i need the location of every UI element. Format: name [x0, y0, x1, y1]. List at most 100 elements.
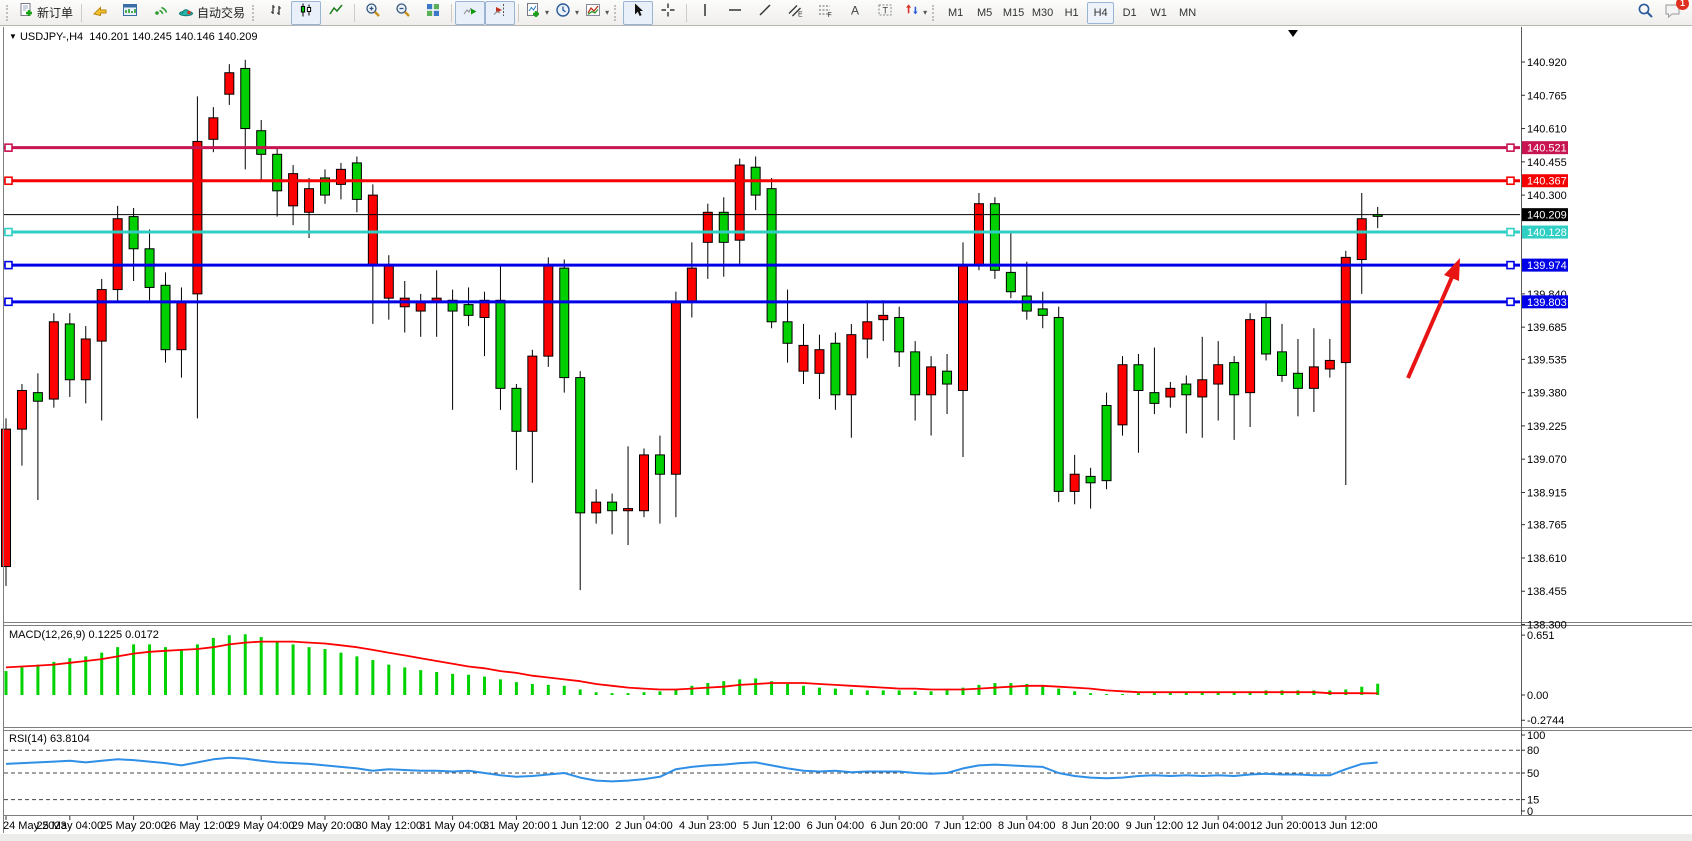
price-axis[interactable]: 140.920 140.765 140.610 140.455 140.300 139.8…: [1521, 57, 1568, 818]
svg-text:140.765: 140.765: [1527, 90, 1567, 102]
svg-text:139.974: 139.974: [1527, 260, 1567, 272]
candle: [1277, 351, 1287, 376]
svg-text:139.803: 139.803: [1527, 297, 1567, 309]
price-badge: [1522, 208, 1568, 222]
channel-button[interactable]: E: [780, 1, 810, 25]
timeframe-m15[interactable]: M15: [1002, 6, 1025, 19]
candle: [878, 314, 889, 321]
chart-shift-icon: [492, 2, 508, 23]
svg-text:138.765: 138.765: [1527, 520, 1567, 532]
arrows-button[interactable]: ▾: [900, 1, 930, 25]
bar-chart-button[interactable]: [261, 1, 291, 25]
candle: [623, 508, 634, 512]
candlestick-chart-button[interactable]: [291, 0, 322, 25]
timeframe-mn[interactable]: MN: [1179, 6, 1197, 19]
svg-text:100: 100: [1527, 730, 1545, 742]
vertical-line-icon: [697, 2, 713, 23]
time-label: 1 Jun 12:00: [551, 820, 609, 832]
candle: [591, 501, 602, 514]
hline-handle[interactable]: [1506, 260, 1515, 270]
tile-windows-button[interactable]: [418, 1, 448, 25]
chart-menu-icon[interactable]: ▼: [9, 32, 17, 41]
svg-text:A: A: [851, 4, 859, 18]
styler-button[interactable]: [85, 1, 115, 25]
candle: [1085, 475, 1096, 484]
shift-marker-icon[interactable]: [1288, 30, 1298, 37]
candle: [1324, 359, 1335, 370]
templates-button[interactable]: ▾: [582, 1, 612, 25]
rsi-label: RSI(14) 63.8104: [9, 733, 90, 745]
search-icon[interactable]: [1637, 2, 1654, 24]
time-label: 30 May 12:00: [355, 820, 422, 832]
candle: [639, 454, 649, 512]
toolbar-grip[interactable]: [6, 4, 13, 21]
timeframe-h4[interactable]: H4: [1087, 1, 1115, 24]
price-panel: [1, 30, 1520, 591]
indicators-button[interactable]: ▾: [522, 1, 552, 25]
hline-handle[interactable]: [1506, 176, 1515, 186]
notifications-button[interactable]: 1: [1664, 0, 1689, 24]
candle: [782, 321, 793, 344]
chart-shift-button[interactable]: [485, 0, 516, 25]
periods-button[interactable]: ▾: [552, 1, 582, 25]
hline-handle[interactable]: [1506, 143, 1515, 152]
candle: [1037, 308, 1048, 316]
chart-window-button[interactable]: [115, 1, 145, 25]
timeframe-h1[interactable]: H1: [1064, 6, 1079, 19]
candle: [112, 218, 123, 291]
hline-handle[interactable]: [4, 297, 13, 307]
svg-text:139.535: 139.535: [1527, 354, 1567, 366]
hline-handle[interactable]: [4, 227, 13, 237]
signals-button[interactable]: [145, 1, 175, 25]
candle: [64, 323, 75, 381]
arrows-caret-icon: ▾: [923, 8, 928, 17]
fibonacci-button[interactable]: F: [810, 1, 840, 25]
timeframe-m5[interactable]: M5: [976, 6, 993, 19]
time-label: 8 Jun 04:00: [998, 820, 1056, 832]
macd-label: MACD(12,26,9) 0.1225 0.0172: [9, 629, 159, 641]
text-button[interactable]: A: [840, 1, 870, 25]
auto-trading-button[interactable]: 自动交易: [175, 1, 250, 25]
candle: [989, 203, 1000, 271]
svg-text:0.651: 0.651: [1527, 630, 1555, 642]
candle: [910, 351, 921, 396]
arrow-head: [1444, 258, 1460, 281]
time-label: 31 May 04:00: [419, 820, 486, 832]
svg-text:140.610: 140.610: [1527, 124, 1567, 136]
candle: [1261, 316, 1272, 355]
chart-frame: [0, 27, 1692, 841]
candle: [846, 334, 857, 396]
hline-handle[interactable]: [4, 143, 13, 152]
crosshair-button[interactable]: [653, 1, 683, 25]
candle: [942, 370, 953, 385]
cursor-button[interactable]: [623, 0, 654, 25]
vertical-line-button[interactable]: [690, 1, 720, 25]
bar-chart-icon: [268, 2, 284, 23]
svg-text:140.300: 140.300: [1527, 190, 1567, 202]
horizontal-line-button[interactable]: [720, 1, 750, 25]
timeframe-d1[interactable]: D1: [1122, 6, 1137, 19]
auto-scroll-button[interactable]: [455, 0, 486, 25]
arrow-annotation[interactable]: [1406, 276, 1454, 379]
line-chart-button[interactable]: [321, 1, 351, 25]
zoom-out-button[interactable]: [388, 1, 418, 25]
svg-text:15: 15: [1527, 795, 1539, 807]
templates-caret-icon: ▾: [605, 8, 610, 17]
timeframe-bar: M1 M5 M15 M30 H1 H4 D1 W1 MN: [941, 1, 1202, 24]
new-order-button[interactable]: 新订单: [15, 1, 78, 25]
hline-handle[interactable]: [4, 260, 13, 270]
candle: [208, 117, 219, 140]
trendline-button[interactable]: [750, 1, 780, 25]
timeframe-m1[interactable]: M1: [947, 6, 964, 19]
timeframe-m30[interactable]: M30: [1031, 6, 1054, 19]
timeframe-w1[interactable]: W1: [1150, 6, 1167, 19]
hline-handle[interactable]: [4, 176, 13, 186]
indicators-icon: [525, 2, 541, 23]
hline-handle[interactable]: [1506, 297, 1515, 307]
text-label-button[interactable]: T: [870, 1, 900, 25]
hline-handle[interactable]: [1506, 227, 1515, 237]
zoom-in-button[interactable]: [358, 1, 388, 25]
